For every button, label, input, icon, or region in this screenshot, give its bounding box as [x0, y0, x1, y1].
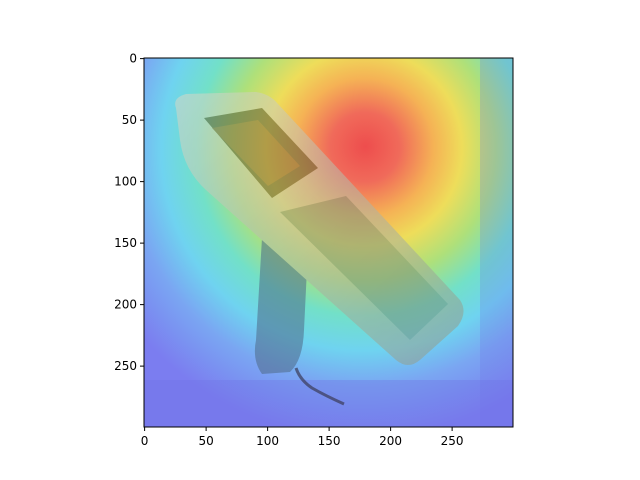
- y-tick-label: 0: [129, 52, 137, 66]
- scanner-device: [175, 92, 464, 374]
- y-axis: 0 50 100 150 200 250: [114, 52, 144, 373]
- x-tick-label: 250: [441, 434, 464, 448]
- x-tick-label: 200: [379, 434, 402, 448]
- x-tick-label: 50: [198, 434, 213, 448]
- lanyard: [294, 367, 345, 406]
- plot-frame: [143, 57, 514, 428]
- x-tick-label: 0: [141, 434, 149, 448]
- x-axis: 0 50 100 150 200 250: [141, 427, 464, 448]
- x-tick-label: 100: [256, 434, 279, 448]
- y-tick-label: 150: [114, 236, 137, 250]
- x-tick-label: 150: [318, 434, 341, 448]
- y-tick-label: 100: [114, 175, 137, 189]
- y-tick-label: 200: [114, 298, 137, 312]
- y-tick-label: 50: [122, 113, 137, 127]
- heatmap-image: [144, 58, 513, 427]
- y-tick-label: 250: [114, 359, 137, 373]
